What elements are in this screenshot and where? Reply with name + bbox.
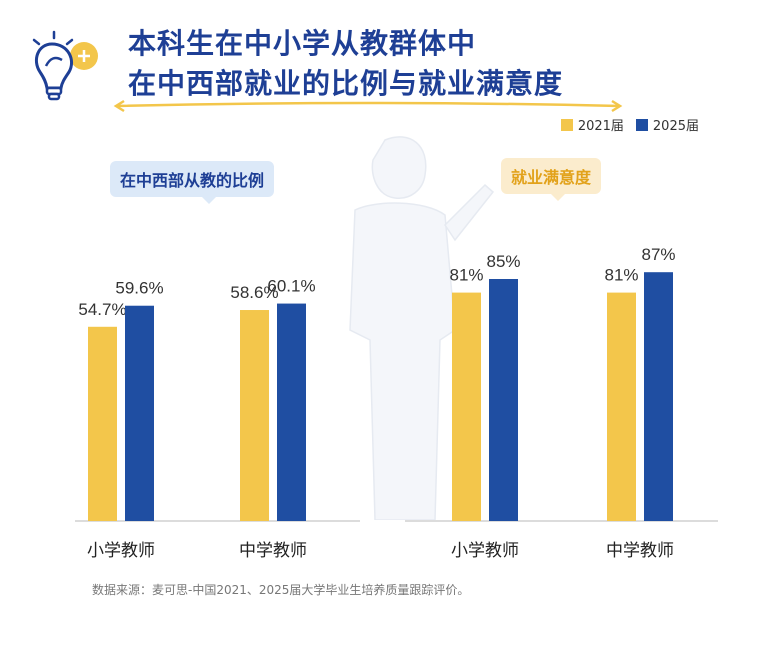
lightbulb-icon [32, 30, 98, 101]
bar-p1-c1-s1 [644, 272, 673, 521]
legend-swatch-2025 [635, 118, 648, 131]
category-label-p0-c1: 中学教师 [239, 541, 307, 561]
chart-title-line-1: 本科生在中小学从教群体中 [128, 27, 477, 60]
legend-swatch-2021 [560, 118, 573, 131]
bar-p1-c1-s0 [607, 292, 636, 521]
category-label-p0-c0: 小学教师 [87, 541, 155, 561]
chart-title-line-2: 在中西部就业的比例与就业满意度 [128, 67, 564, 100]
bar-p0-c0-s0 [88, 326, 117, 521]
category-label-p1-c1: 中学教师 [606, 541, 674, 561]
data-label-p0-c0-s1: 59.6% [115, 279, 163, 298]
title-underline-arrow [113, 99, 623, 113]
bar-p0-c0-s1 [125, 305, 154, 521]
data-label-p1-c0-s0: 81% [449, 266, 483, 285]
bar-p1-c0-s0 [452, 292, 481, 521]
category-label-p1-c0: 小学教师 [451, 541, 519, 561]
source-note: 数据来源：麦可思-中国2021、2025届大学毕业生培养质量跟踪评价。 [92, 583, 470, 597]
legend-label-2025: 2025届 [652, 119, 699, 134]
data-label-p0-c0-s0: 54.7% [78, 300, 126, 319]
data-label-p1-c1-s0: 81% [604, 266, 638, 285]
data-label-p0-c1-s0: 58.6% [230, 283, 278, 302]
data-label-p1-c0-s1: 85% [486, 252, 520, 271]
bar-p0-c1-s0 [240, 310, 269, 521]
right-panel-badge-label: 就业满意度 [511, 168, 592, 187]
data-label-p0-c1-s1: 60.1% [267, 277, 315, 296]
bar-p0-c1-s1 [277, 303, 306, 521]
teacher-illustration [349, 136, 495, 520]
right-panel-badge: 就业满意度 [501, 158, 602, 201]
legend: 2021届 2025届 [560, 115, 699, 134]
left-badge-tail [202, 197, 216, 204]
right-badge-tail [551, 194, 565, 201]
legend-item-2021: 2021届 [560, 115, 624, 134]
data-label-p1-c1-s1: 87% [641, 245, 675, 264]
left-panel-badge-label: 在中西部从教的比例 [120, 171, 265, 190]
legend-item-2025: 2025届 [635, 115, 699, 134]
left-panel-badge: 在中西部从教的比例 [110, 161, 275, 204]
legend-label-2021: 2021届 [577, 119, 624, 134]
bar-p1-c0-s1 [489, 279, 518, 521]
